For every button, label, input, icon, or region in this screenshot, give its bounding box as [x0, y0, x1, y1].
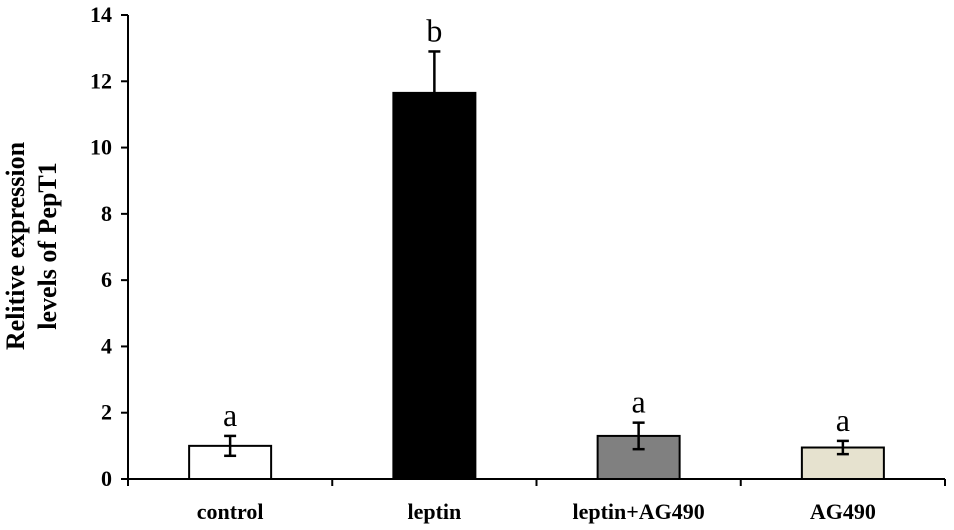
x-category-label: AG490 — [810, 499, 876, 524]
y-tick-label: 8 — [101, 201, 112, 226]
x-category-label: leptin — [407, 499, 461, 524]
y-axis: 0 2 4 6 8 10 12 14 — [90, 2, 946, 491]
y-axis-title-line-2: levels of PepT1 — [33, 162, 62, 330]
y-tick-label: 14 — [90, 2, 112, 27]
error-bar — [836, 439, 849, 456]
error-bar — [428, 50, 441, 136]
significance-letter: a — [836, 402, 850, 438]
bar-control — [188, 444, 273, 481]
y-tick-label: 4 — [101, 333, 112, 358]
significance-letter: a — [223, 397, 237, 433]
error-bar — [224, 434, 237, 458]
significance-letter: b — [426, 12, 442, 48]
y-tick-label: 6 — [101, 267, 112, 292]
y-tick-label: 10 — [90, 135, 112, 160]
significance-letter: a — [632, 384, 646, 420]
error-bars — [224, 50, 849, 458]
y-axis-title-line-1: Relitive expression — [1, 141, 30, 350]
y-tick-label: 12 — [90, 68, 112, 93]
error-bar — [632, 421, 645, 451]
y-tick-label: 2 — [101, 400, 112, 425]
y-axis-title: Relitive expression levels of PepT1 — [1, 141, 62, 350]
x-category-label: leptin+AG490 — [572, 499, 704, 524]
x-category-label: control — [197, 499, 264, 524]
significance-letters: a b a a — [223, 12, 850, 437]
y-tick-label: 0 — [101, 466, 112, 491]
bar-leptin — [392, 91, 477, 480]
bars — [188, 91, 885, 481]
x-axis-labels: control leptin leptin+AG490 AG490 — [197, 499, 876, 524]
